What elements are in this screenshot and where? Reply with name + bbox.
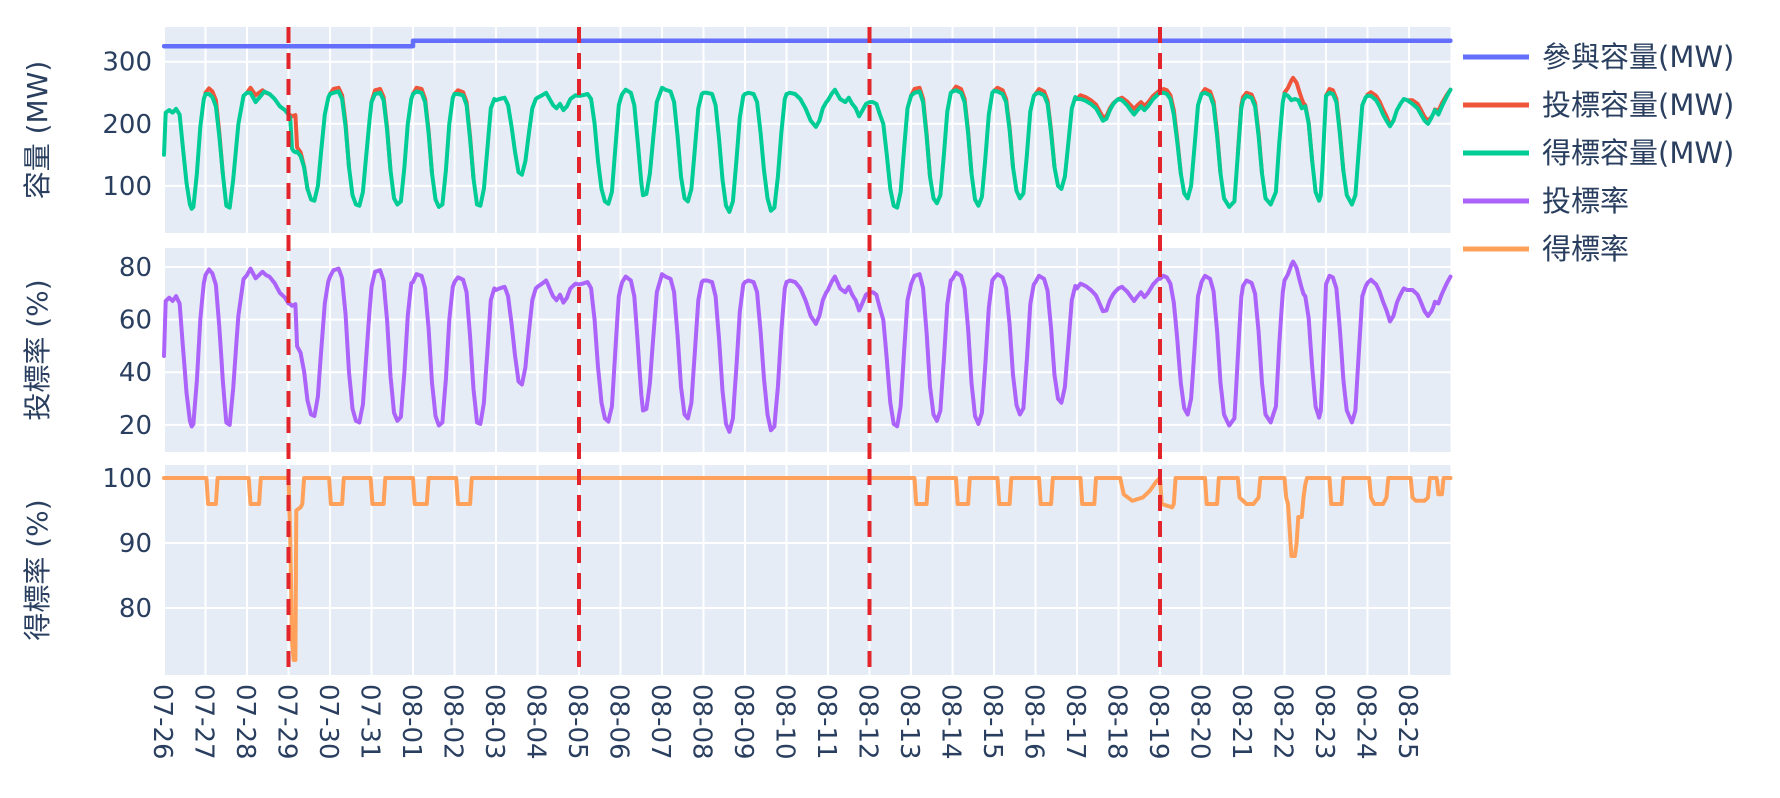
y-tick-label: 100	[102, 172, 152, 202]
x-tick-label: 08-25	[1392, 684, 1422, 760]
y-axis-title-win-rate: 得標率 (%)	[21, 499, 54, 641]
x-tick-label: 08-15	[977, 684, 1007, 760]
series-won-capacity	[162, 85, 1453, 214]
x-tick-label: 08-13	[894, 684, 924, 760]
series-bid-rate	[162, 259, 1453, 434]
x-tick-label: 08-06	[604, 684, 634, 760]
x-tick-label: 08-02	[438, 684, 468, 760]
subplot-win_rate: 80 90 100	[102, 464, 1451, 675]
legend-label: 得標率	[1542, 232, 1629, 266]
x-tick-label: 07-30	[313, 684, 343, 760]
legend-label: 得標容量(MW)	[1542, 136, 1734, 170]
x-tick-label: 08-04	[521, 684, 551, 760]
y-tick-label: 100	[102, 464, 152, 494]
y-axis-title-capacity: 容量 (MW)	[21, 60, 54, 200]
x-tick-label: 08-22	[1268, 684, 1298, 760]
x-tick-label: 08-18	[1102, 684, 1132, 760]
series-participation-capacity	[162, 38, 1453, 49]
x-tick-label: 08-21	[1226, 684, 1256, 760]
legend-item-2[interactable]: 得標容量(MW)	[1463, 136, 1734, 170]
subplot-capacity: 100 200 300	[102, 27, 1451, 233]
x-tick-label: 08-17	[1060, 684, 1090, 760]
x-tick-label: 08-11	[811, 684, 841, 760]
x-tick-label: 08-16	[1019, 684, 1049, 760]
y-tick-label: 300	[102, 48, 152, 78]
x-tick-label: 08-14	[936, 684, 966, 760]
legend-item-3[interactable]: 投標率	[1463, 184, 1629, 218]
series-bid-capacity	[1116, 89, 1161, 111]
series-win-rate	[162, 476, 1453, 662]
y-tick-label: 80	[119, 253, 152, 283]
x-tick-label: 08-08	[687, 684, 717, 760]
x-tick-label: 08-07	[645, 684, 675, 760]
y-axis-title-bid-rate: 投標率 (%)	[21, 279, 54, 421]
x-tick-label: 07-29	[272, 684, 302, 760]
x-tick-label: 08-09	[728, 684, 758, 760]
x-tick-label: 07-28	[230, 684, 260, 760]
x-tick-label: 08-01	[396, 684, 426, 760]
y-tick-label: 60	[119, 306, 152, 336]
subplot-bid_rate: 20 40 60 80	[119, 248, 1451, 452]
x-tick-label: 08-10	[770, 684, 800, 760]
legend-label: 參與容量(MW)	[1542, 40, 1734, 74]
y-tick-label: 20	[119, 411, 152, 441]
x-tick-label: 07-26	[147, 684, 177, 760]
x-tick-label: 08-20	[1185, 684, 1215, 760]
y-tick-label: 90	[119, 529, 152, 559]
y-tick-label: 200	[102, 110, 152, 140]
x-tick-label: 07-27	[189, 684, 219, 760]
x-tick-label: 08-23	[1309, 684, 1339, 760]
y-tick-label: 80	[119, 594, 152, 624]
x-tick-label: 08-12	[853, 684, 883, 760]
legend-label: 投標容量(MW)	[1542, 88, 1734, 122]
x-tick-label: 07-31	[355, 684, 385, 760]
legend-label: 投標率	[1542, 184, 1629, 218]
x-tick-label: 08-19	[1143, 684, 1173, 760]
y-tick-label: 40	[119, 358, 152, 388]
x-tick-label: 08-24	[1351, 684, 1381, 760]
legend-item-0[interactable]: 參與容量(MW)	[1463, 40, 1734, 74]
legend-item-1[interactable]: 投標容量(MW)	[1463, 88, 1734, 122]
plot-background	[164, 465, 1451, 675]
legend-item-4[interactable]: 得標率	[1463, 232, 1629, 266]
x-tick-label: 08-03	[479, 684, 509, 760]
x-tick-label: 08-05	[562, 684, 592, 760]
